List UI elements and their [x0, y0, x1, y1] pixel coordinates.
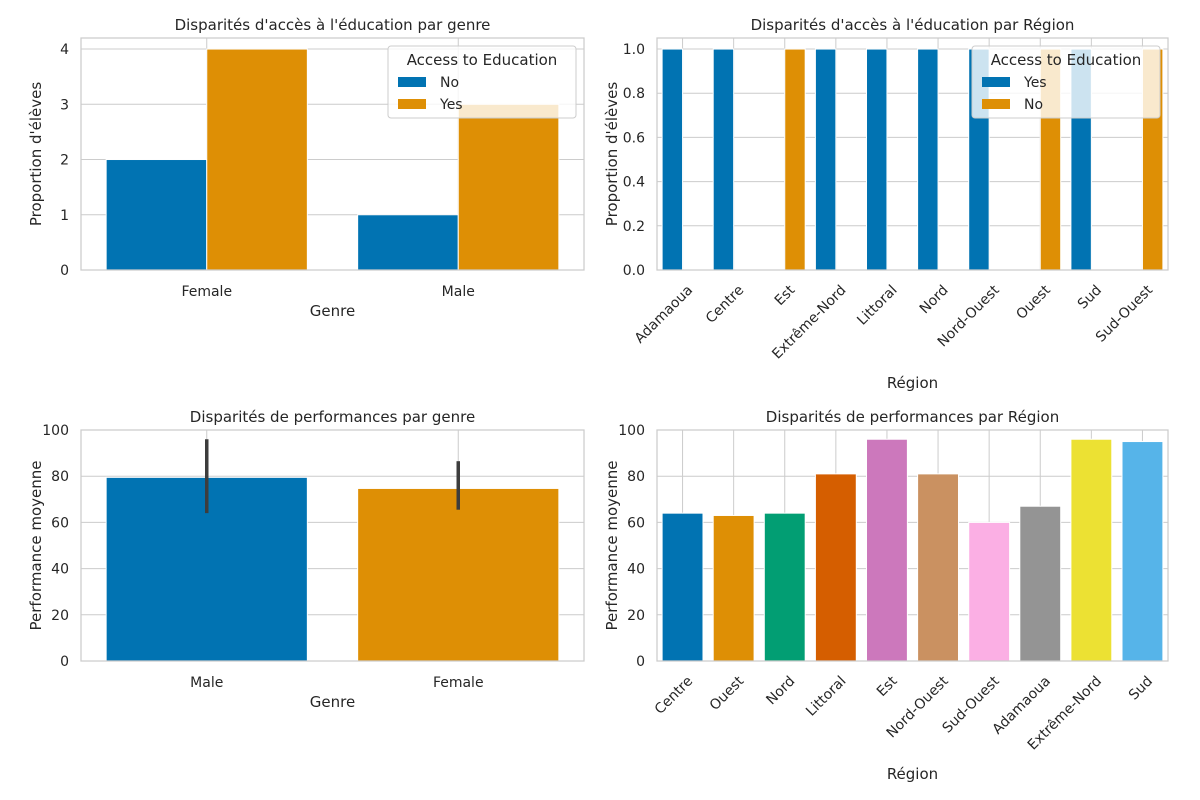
bar-adamaoua [1019, 505, 1062, 662]
legend: Access to Education Yes No [971, 45, 1161, 119]
legend-swatch [982, 77, 1010, 87]
axes-frame [80, 37, 585, 271]
chart-title: Disparités d'accès à l'éducation par Rég… [751, 16, 1075, 34]
y-tick-label: 0.4 [623, 175, 645, 191]
bar-yes-extrême-nord [814, 48, 837, 271]
y-tick-label: 100 [618, 423, 645, 439]
bar-extrême-nord [1070, 438, 1113, 662]
legend-swatch [398, 77, 426, 87]
chart-performance-by-gender: 0 20 40 60 80 100 Male Female Disparités de perf… [27, 408, 585, 711]
bar-nord-ouest [917, 473, 959, 662]
bar-yes-male [457, 103, 560, 271]
x-tick-label: Male [442, 284, 475, 300]
bar-sud-ouest [968, 521, 1011, 662]
chart-title: Disparités de performances par genre [190, 408, 475, 426]
bar-nord [763, 512, 806, 662]
y-tick-label: 1.0 [623, 42, 645, 58]
y-tick-label: 100 [42, 423, 69, 439]
y-tick-label: 80 [627, 469, 645, 485]
y-tick-label: 0 [636, 654, 645, 670]
x-tick-label: Adamaoua [632, 282, 696, 346]
x-tick-label: Centre [652, 673, 696, 717]
bar-yes-female [206, 48, 308, 271]
legend-label: No [1024, 97, 1043, 113]
x-tick-label: Female [433, 675, 484, 691]
x-axis-label: Genre [310, 693, 355, 711]
bar-ouest [712, 514, 755, 662]
y-tick-label: 4 [60, 42, 69, 58]
y-tick-label: 1 [60, 208, 69, 224]
y-tick-label: 40 [51, 562, 69, 578]
y-tick-label: 0.8 [623, 86, 645, 102]
bar-no-female [105, 159, 208, 271]
x-tick-label: Nord [763, 673, 798, 708]
bar-no-est [784, 48, 806, 271]
y-tick-label: 0.2 [623, 219, 645, 235]
bar-yes-centre [712, 48, 735, 271]
bar-sud [1121, 441, 1164, 662]
legend-swatch [398, 99, 426, 109]
y-tick-label: 80 [51, 469, 69, 485]
x-tick-label: Ouest [707, 673, 748, 714]
legend-label: No [440, 75, 459, 91]
y-tick-label: 0 [60, 263, 69, 279]
legend-label: Yes [1023, 75, 1047, 91]
x-tick-label: Sud [1126, 673, 1156, 703]
y-axis-label: Proportion d'élèves [27, 82, 45, 227]
x-tick-label: Nord [917, 282, 952, 317]
legend-title: Access to Education [407, 51, 558, 69]
legend-title: Access to Education [991, 51, 1142, 69]
chart-access-by-gender: 0 1 2 3 4 Female Male Disparités d'accès à l'éd… [27, 16, 585, 320]
axes-frame [656, 429, 1169, 662]
y-tick-label: 0.6 [623, 130, 645, 146]
x-tick-label: Littoral [854, 282, 900, 328]
axes-frame [656, 37, 1169, 271]
legend-label: Yes [439, 97, 463, 113]
bar-est [866, 438, 908, 662]
x-tick-label: Female [181, 284, 232, 300]
y-tick-label: 0.0 [623, 263, 645, 279]
y-tick-label: 60 [51, 515, 69, 531]
y-tick-label: 60 [627, 515, 645, 531]
y-tick-label: 40 [627, 562, 645, 578]
y-tick-label: 2 [60, 153, 69, 169]
x-tick-label: Male [190, 675, 223, 691]
y-tick-label: 3 [60, 97, 69, 113]
x-axis-label: Région [887, 374, 938, 392]
x-tick-label: Centre [703, 282, 747, 326]
y-axis-label: Performance moyenne [603, 461, 621, 631]
legend-box [971, 45, 1161, 119]
bar-no-male [357, 214, 459, 271]
y-tick-label: 0 [60, 654, 69, 670]
bar-littoral [814, 473, 857, 662]
bar-yes-nord [917, 48, 939, 271]
y-tick-label: 20 [627, 608, 645, 624]
x-tick-label: Est [874, 673, 901, 700]
chart-title: Disparités de performances par Région [766, 408, 1059, 426]
x-tick-label: Est [772, 282, 799, 309]
axes-frame [80, 429, 585, 662]
x-axis-label: Genre [310, 302, 355, 320]
y-axis-label: Proportion d'élèves [603, 82, 621, 227]
bar-centre [661, 512, 704, 662]
x-axis-label: Région [887, 765, 938, 783]
y-axis-label: Performance moyenne [27, 461, 45, 631]
legend-box [387, 45, 577, 119]
bar-female [357, 487, 560, 662]
x-tick-label: Ouest [1013, 282, 1054, 323]
legend-swatch [982, 99, 1010, 109]
y-tick-label: 20 [51, 608, 69, 624]
x-tick-label: Sud [1075, 282, 1105, 312]
legend: Access to Education No Yes [387, 45, 577, 119]
bar-yes-adamaoua [661, 48, 684, 271]
bar-yes-littoral [866, 48, 888, 271]
chart-title: Disparités d'accès à l'éducation par gen… [175, 16, 491, 34]
x-tick-label: Littoral [803, 673, 849, 719]
